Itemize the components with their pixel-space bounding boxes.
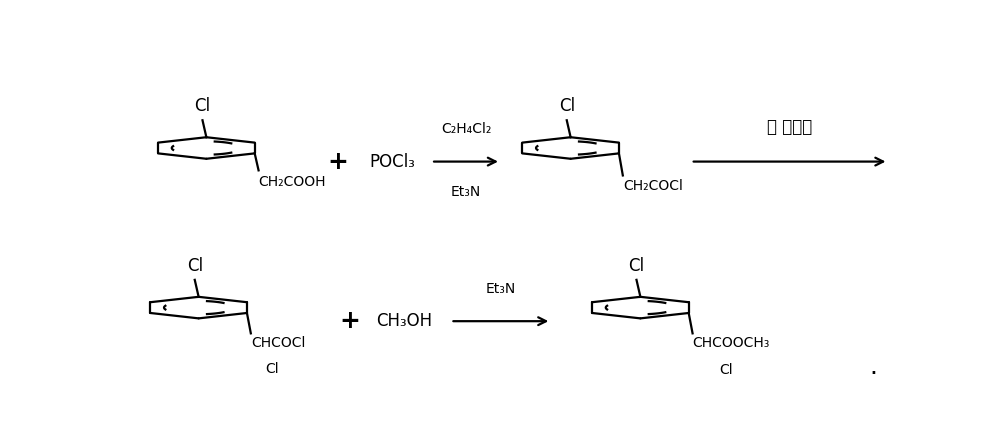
Text: Cl: Cl (187, 257, 203, 275)
Text: Cl: Cl (194, 97, 211, 115)
Text: +: + (328, 149, 349, 174)
Text: +: + (339, 309, 360, 333)
Text: Cl: Cl (719, 363, 733, 377)
Text: 加 热回流: 加 热回流 (767, 118, 812, 136)
Text: CHCOCl: CHCOCl (251, 336, 305, 350)
Text: Cl: Cl (265, 362, 279, 376)
Text: POCl₃: POCl₃ (369, 153, 415, 171)
Text: CH₂COCl: CH₂COCl (623, 179, 683, 193)
Text: CHCOOCH₃: CHCOOCH₃ (693, 336, 770, 350)
Text: Cl: Cl (559, 97, 575, 115)
Text: CH₃OH: CH₃OH (376, 312, 432, 330)
Text: C₂H₄Cl₂: C₂H₄Cl₂ (441, 122, 491, 136)
Text: CH₂COOH: CH₂COOH (259, 176, 326, 190)
Text: .: . (869, 355, 877, 379)
Text: Cl: Cl (628, 257, 645, 275)
Text: Et₃N: Et₃N (486, 282, 516, 296)
Text: Et₃N: Et₃N (451, 185, 481, 199)
